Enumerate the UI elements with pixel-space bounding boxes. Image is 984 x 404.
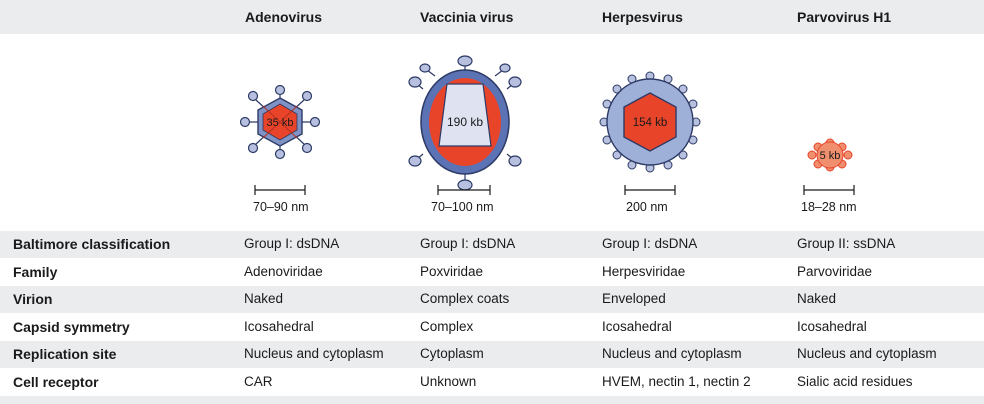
virus-name-herpesvirus: Herpesvirus: [602, 9, 683, 25]
header-band: [0, 0, 984, 34]
table-cell: Icosahedral: [797, 319, 867, 334]
herpesvirus-genome-label: 154 kb: [633, 117, 668, 129]
parvovirus-genome-label: 5 kb: [820, 150, 841, 162]
table-cell: Icosahedral: [602, 319, 672, 334]
table-row-capsid-symmetry: Capsid symmetry Icosahedral Complex Icos…: [0, 314, 984, 341]
row-label: Virion: [13, 291, 53, 307]
table-cell: Naked: [797, 291, 837, 306]
parvovirus-scale: 18–28 nm: [801, 200, 857, 214]
table-cell: Nucleus and cytoplasm: [244, 346, 384, 361]
adenovirus-scale: 70–90 nm: [253, 200, 309, 214]
row-label: Capsid symmetry: [13, 319, 130, 335]
table-cell: Complex coats: [420, 291, 510, 306]
table-cell: Adenoviridae: [244, 264, 323, 279]
table-cell: Group II: ssDNA: [797, 236, 896, 251]
herpesvirus-diagram: 154 kb: [599, 71, 701, 195]
virus-name-parvovirus: Parvovirus H1: [797, 9, 892, 25]
row-label: Family: [13, 264, 58, 280]
table-cell: Complex: [420, 319, 474, 334]
bottom-band: [0, 396, 984, 404]
table-cell: Poxviridae: [420, 264, 484, 279]
virus-name-vaccinia: Vaccinia virus: [420, 9, 514, 25]
table-cell: Naked: [244, 291, 284, 306]
row-label: Replication site: [13, 346, 117, 362]
table-row-virion: Virion Naked Complex coats Enveloped Nak…: [0, 286, 984, 313]
table-cell: Group I: dsDNA: [244, 236, 340, 251]
row-label: Cell receptor: [13, 374, 99, 390]
table-cell: Parvoviridae: [797, 264, 873, 279]
table-cell: Unknown: [420, 374, 477, 389]
table-row-cell-receptor: Cell receptor CAR Unknown HVEM, nectin 1…: [0, 369, 984, 396]
table-row-baltimore: Baltimore classification Group I: dsDNA …: [0, 231, 984, 258]
parvovirus-diagram: 5 kb: [803, 138, 855, 195]
vaccinia-genome-label: 190 kb: [447, 115, 483, 129]
adenovirus-diagram: 35 kb: [239, 84, 321, 195]
row-label: Baltimore classification: [13, 236, 171, 252]
table-cell: Group I: dsDNA: [602, 236, 698, 251]
table-cell: Nucleus and cytoplasm: [602, 346, 742, 361]
table-cell: Icosahedral: [244, 319, 314, 334]
table-cell: Enveloped: [602, 291, 666, 306]
table-cell: Herpesviridae: [602, 264, 686, 279]
table-cell: CAR: [244, 374, 273, 389]
table-cell: Sialic acid residues: [797, 374, 913, 389]
table-row-family: Family Adenoviridae Poxviridae Herpesvir…: [0, 259, 984, 286]
table-cell: Group I: dsDNA: [420, 236, 516, 251]
table-cell: HVEM, nectin 1, nectin 2: [602, 374, 751, 389]
adenovirus-genome-label: 35 kb: [267, 117, 294, 129]
virus-name-adenovirus: Adenovirus: [245, 9, 323, 25]
vaccinia-scale: 70–100 nm: [431, 200, 494, 214]
herpesvirus-scale: 200 nm: [626, 200, 668, 214]
table-cell: Nucleus and cytoplasm: [797, 346, 937, 361]
table-row-replication-site: Replication site Nucleus and cytoplasm C…: [0, 341, 984, 368]
table-cell: Cytoplasm: [420, 346, 484, 361]
vaccinia-diagram: 190 kb: [408, 55, 522, 195]
